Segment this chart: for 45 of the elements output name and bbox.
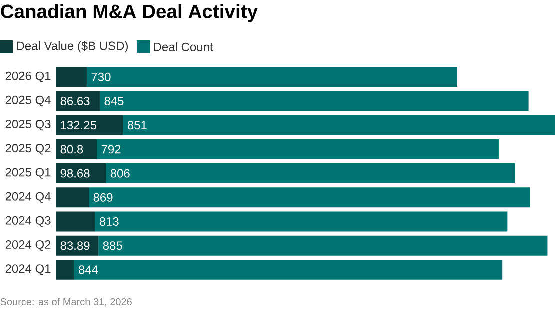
y-tick-label: 2024 Q1: [6, 264, 51, 276]
bar: [56, 91, 100, 112]
bar: [74, 260, 503, 280]
y-tick-label: 2025 Q2: [6, 144, 51, 155]
bar: [56, 260, 74, 280]
data-label: 885: [103, 242, 122, 250]
bar: [56, 188, 89, 208]
data-label: 132.25: [61, 121, 96, 130]
data-label: 86.63: [60, 96, 90, 106]
data-label: 792: [102, 145, 121, 154]
data-label: 730: [92, 72, 111, 82]
legend-label: Deal Count: [154, 42, 214, 52]
data-label: 83.89: [60, 242, 90, 250]
y-tick-label: 2024 Q2: [6, 240, 51, 252]
y-tick-label: 2024 Q3: [6, 216, 51, 228]
bar: [56, 212, 96, 232]
data-label: 98.68: [60, 169, 90, 178]
bar: [123, 115, 555, 136]
data-label: 806: [110, 169, 130, 178]
data-label: 869: [94, 193, 113, 202]
data-label: 813: [100, 217, 119, 226]
bar: [98, 236, 548, 256]
source-note: Source: as of March 31, 2026: [0, 298, 132, 307]
y-tick-label: 2024 Q4: [6, 192, 51, 203]
y-tick-label: 2025 Q1: [6, 168, 51, 179]
bar: [95, 212, 508, 232]
bar: [97, 139, 499, 160]
bar: [89, 188, 530, 208]
bar: [100, 91, 529, 112]
bar: [56, 67, 87, 88]
chart-title: Canadian M&A Deal Activity: [1, 4, 258, 22]
bar: [86, 67, 458, 88]
data-label: 851: [128, 121, 147, 130]
data-label: 80.8: [60, 145, 84, 154]
y-tick-label: 2025 Q3: [6, 120, 51, 131]
y-tick-label: 2025 Q4: [6, 96, 51, 107]
data-label: 844: [79, 266, 98, 274]
legend-label: Deal Value ($B USD): [17, 41, 128, 53]
y-tick-label: 2026 Q1: [6, 72, 51, 82]
bar: [56, 236, 99, 256]
bar: [106, 164, 516, 184]
bar: [56, 115, 124, 136]
bar: [56, 164, 106, 184]
data-label: 845: [104, 96, 124, 106]
bar: [56, 139, 98, 160]
